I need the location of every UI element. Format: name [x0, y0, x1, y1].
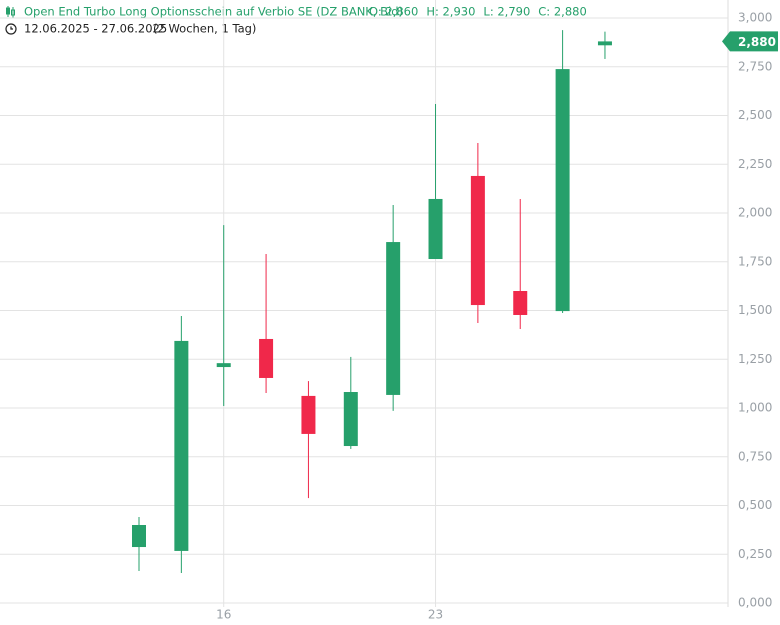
y-tick-label: 1,000 [738, 401, 772, 415]
y-tick-label: 1,250 [738, 352, 772, 366]
clock-icon [5, 23, 17, 35]
y-tick-label: 3,000 [738, 11, 772, 25]
y-tick-label: 0,250 [738, 547, 772, 561]
y-tick-label: 1,750 [738, 254, 772, 268]
y-tick-label: 0,750 [738, 449, 772, 463]
x-tick-label: 16 [216, 608, 231, 622]
y-tick-label: 2,500 [738, 108, 772, 122]
candle-body [259, 338, 274, 378]
y-tick-label: 0,000 [738, 596, 772, 610]
candle-body [132, 525, 146, 548]
candle-body [555, 69, 570, 312]
candle-body [174, 340, 189, 551]
x-tick-label: 23 [428, 608, 443, 622]
y-tick-label: 2,750 [738, 59, 772, 73]
candle-body [597, 41, 612, 46]
y-tick-label: 2,000 [738, 206, 772, 220]
y-tick-label: 2,250 [738, 157, 772, 171]
header-stat: C: 2,880 [538, 5, 586, 19]
candle-body [301, 395, 316, 434]
candle-body [343, 392, 358, 447]
candle-body [470, 175, 485, 306]
date-range: 12.06.2025 - 27.06.2025 [24, 22, 167, 36]
period: (2 Wochen, 1 Tag) [153, 22, 256, 36]
chart-title: Open End Turbo Long Optionsschein auf Ve… [24, 5, 403, 19]
candle-body [216, 363, 231, 368]
y-tick-label: 1,500 [738, 303, 772, 317]
candle-body [428, 198, 443, 260]
grid [0, 0, 728, 607]
candle-body [513, 291, 528, 315]
last-price-label: 2,880 [738, 35, 776, 49]
last-price-badge [722, 31, 778, 52]
header-stat: L: 2,790 [483, 5, 530, 19]
candle-body [386, 242, 401, 395]
header-stat: H: 2,930 [426, 5, 475, 19]
y-tick-label: 0,500 [738, 498, 772, 512]
chart-icon [6, 6, 15, 18]
header-stat: O: 2,860 [369, 5, 418, 19]
